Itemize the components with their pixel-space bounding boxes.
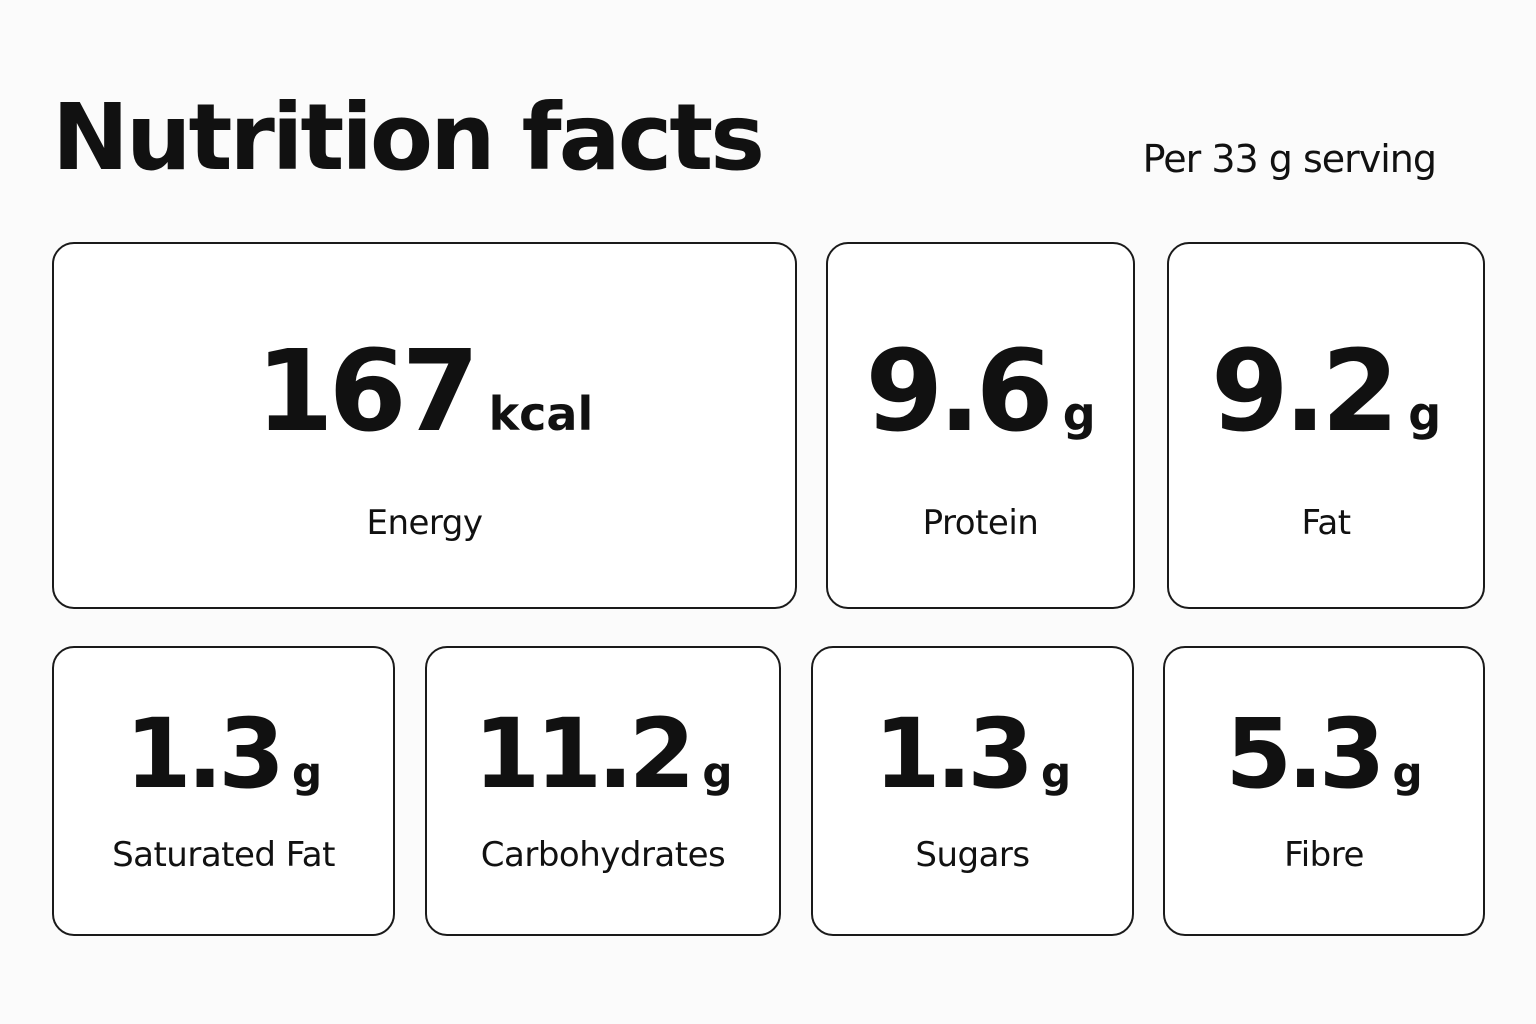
unit: g — [1062, 387, 1096, 441]
nutrient-card: 9.6 g Protein — [826, 242, 1135, 609]
value: 11.2 — [473, 698, 696, 810]
nutrient-card: 9.2 g Fat — [1167, 242, 1485, 609]
nutrient-card: 5.3 g Fibre — [1163, 646, 1485, 936]
label: Protein — [922, 503, 1039, 543]
value: 167 — [255, 327, 480, 457]
unit: kcal — [488, 387, 594, 441]
title: Nutrition facts — [52, 84, 765, 191]
label: Sugars — [915, 835, 1030, 875]
label: Carbohydrates — [480, 835, 726, 875]
label: Saturated Fat — [112, 835, 335, 875]
nutrient-card: 11.2 g Carbohydrates — [425, 646, 781, 936]
nutrient-card: 167 kcal Energy — [52, 242, 797, 609]
unit: g — [291, 748, 323, 797]
serving-size: Per 33 g serving — [1142, 137, 1437, 181]
label: Fibre — [1284, 835, 1364, 875]
value: 1.3 — [124, 698, 285, 810]
value: 1.3 — [873, 698, 1034, 810]
value: 9.6 — [865, 327, 1053, 457]
label: Energy — [366, 503, 483, 543]
value: 9.2 — [1210, 327, 1399, 457]
unit: g — [1408, 387, 1442, 441]
nutrient-card: 1.3 g Sugars — [811, 646, 1134, 936]
nutrient-card: 1.3 g Saturated Fat — [52, 646, 395, 936]
unit: g — [1392, 748, 1423, 797]
unit: g — [1040, 748, 1072, 797]
label: Fat — [1301, 503, 1351, 543]
value: 5.3 — [1225, 698, 1385, 810]
unit: g — [702, 748, 733, 797]
